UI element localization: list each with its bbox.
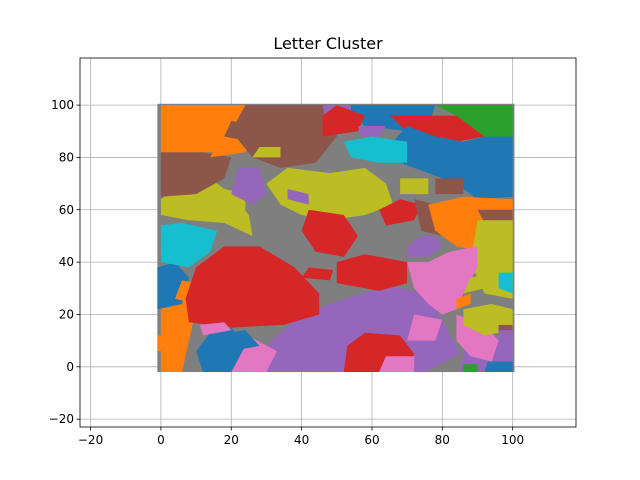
- x-tick-label: 0: [157, 433, 165, 447]
- cluster-region: [157, 335, 175, 352]
- cluster-region: [379, 199, 422, 226]
- cluster-region: [357, 126, 386, 137]
- x-tick-label: 60: [364, 433, 379, 447]
- cluster-region: [301, 209, 358, 257]
- axes-frame: [79, 57, 577, 428]
- chart-title: Letter Cluster: [273, 34, 383, 53]
- cluster-region: [231, 167, 267, 205]
- x-tick-label: 20: [224, 433, 239, 447]
- cluster-region: [407, 246, 478, 315]
- cluster-region: [160, 152, 232, 197]
- cluster-region: [224, 120, 253, 142]
- y-tick-label: 60: [59, 203, 74, 217]
- cluster-region: [224, 330, 260, 352]
- cluster-region: [287, 188, 309, 205]
- y-tick-label: 80: [59, 150, 74, 164]
- cluster-map: [157, 103, 515, 373]
- y-tick-label: 100: [51, 98, 74, 112]
- cluster-region: [379, 356, 415, 372]
- cluster-region: [477, 209, 513, 223]
- cluster-region: [484, 361, 513, 372]
- axis-ticks: −20 0 20 40 60 80 100 −20 0 20 40 60 80 100: [49, 98, 524, 447]
- x-tick-label: 80: [435, 433, 450, 447]
- cluster-region: [393, 126, 513, 200]
- cluster-region: [266, 167, 394, 221]
- x-tick-label: −20: [78, 433, 103, 447]
- cluster-region: [199, 322, 232, 336]
- cluster-region: [463, 364, 478, 372]
- cluster-region: [407, 314, 443, 341]
- cluster-region: [435, 178, 464, 195]
- cluster-region: [463, 272, 492, 294]
- y-tick-label: 40: [59, 255, 74, 269]
- cluster-region: [400, 178, 429, 195]
- x-tick-label: 40: [294, 433, 309, 447]
- cluster-region: [343, 136, 408, 163]
- cluster-region: [160, 225, 182, 247]
- y-tick-label: 0: [66, 360, 74, 374]
- x-tick-label: 100: [501, 433, 524, 447]
- cluster-region: [456, 293, 471, 310]
- cluster-region: [185, 246, 320, 328]
- y-tick-label: 20: [59, 307, 74, 321]
- cluster-region: [407, 236, 443, 257]
- cluster-region: [301, 267, 334, 281]
- cluster-region: [322, 105, 365, 137]
- cluster-region: [498, 330, 513, 346]
- y-tick-label: −20: [49, 412, 74, 426]
- cluster-region: [336, 254, 408, 291]
- cluster-region: [252, 147, 281, 158]
- cluster-region: [435, 105, 513, 137]
- cluster-region: [498, 272, 513, 294]
